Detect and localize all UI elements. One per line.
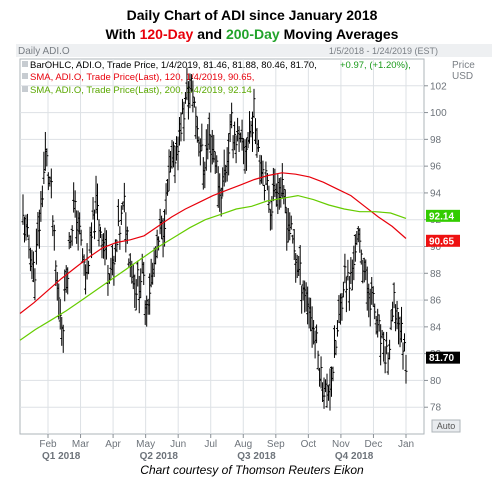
x-month-label: Jun xyxy=(170,439,186,450)
y-tick-label: 90 xyxy=(430,242,442,253)
x-month-label: Mar xyxy=(72,439,90,450)
subtitle-200-day: 200-Day xyxy=(225,26,280,42)
x-quarter-label: Q2 2018 xyxy=(140,451,179,462)
y-tick-label: 98 xyxy=(430,135,442,146)
chart-title: Daily Chart of ADI since January 2018 xyxy=(126,7,378,23)
x-month-label: Oct xyxy=(301,439,317,450)
subtitle-and: and xyxy=(193,26,226,42)
price-chart: Daily ADI.O 1/5/2018 - 1/24/2019 (EST) P… xyxy=(0,44,504,462)
x-month-label: Sep xyxy=(267,439,285,450)
x-month-label: Aug xyxy=(234,439,252,450)
legend-ohlc-change: +0.97, (+1.20%), xyxy=(340,60,411,71)
x-month-label: Nov xyxy=(332,439,350,450)
ohlc-bars xyxy=(21,67,408,411)
y-tick-label: 96 xyxy=(430,162,442,173)
x-month-label: Jan xyxy=(398,439,414,450)
auto-scale-label: Auto xyxy=(437,421,456,431)
x-month-label: May xyxy=(136,439,155,450)
auto-scale-button[interactable] xyxy=(431,419,461,433)
legend-sma-200: SMA, ADI.O, Trade Price(Last), 200, 1/4/… xyxy=(30,85,252,96)
chart-caption: Chart courtesy of Thomson Reuters Eikon xyxy=(140,463,364,477)
price-axis-label: Price xyxy=(452,60,475,71)
moving-average-lines xyxy=(19,172,407,341)
header-strip xyxy=(16,44,492,57)
legend-marker-sma200 xyxy=(22,86,28,92)
y-tick-label: 100 xyxy=(430,108,447,119)
date-range: 1/5/2018 - 1/24/2019 (EST) xyxy=(329,46,438,56)
legend-sma-120: SMA, ADI.O, Trade Price(Last), 120, 1/4/… xyxy=(30,72,254,83)
sma-120-tag-label: 90.65 xyxy=(429,236,454,247)
currency-label: USD xyxy=(452,71,473,82)
y-tick-label: 102 xyxy=(430,81,447,92)
legend: BarOHLC, ADI.O, Trade Price, 1/4/2019, 8… xyxy=(22,60,411,96)
y-tick-label: 86 xyxy=(430,296,442,307)
x-quarter-label: Q1 2018 xyxy=(42,451,81,462)
price-tags: 92.14 90.65 81.70 xyxy=(426,209,460,364)
y-tick-label: 94 xyxy=(430,188,442,199)
y-tick-label: 78 xyxy=(430,403,442,414)
x-month-label: Dec xyxy=(365,439,383,450)
chart-subtitle: With 120-Day and 200-Day Moving Averages xyxy=(0,26,504,42)
last-price-tag xyxy=(426,351,460,364)
sma-200-tag-label: 92.14 xyxy=(429,211,454,222)
panel-label: Daily ADI.O xyxy=(18,46,70,57)
x-month-label: Feb xyxy=(39,439,57,450)
legend-marker-sma120 xyxy=(22,73,28,79)
y-tick-label: 80 xyxy=(430,376,442,387)
sma-120-tag xyxy=(426,234,460,247)
x-quarter-label: Q3 2018 xyxy=(237,451,276,462)
x-month-label: Jul xyxy=(204,439,217,450)
legend-marker-ohlc xyxy=(22,61,28,67)
subtitle-prefix: With xyxy=(105,26,140,42)
grid-lines xyxy=(20,59,424,434)
sma-200-tag xyxy=(426,209,460,222)
legend-ohlc: BarOHLC, ADI.O, Trade Price, 1/4/2019, 8… xyxy=(30,60,317,71)
y-tick-label: 84 xyxy=(430,322,442,333)
subtitle-suffix: Moving Averages xyxy=(279,26,399,42)
subtitle-120-day: 120-Day xyxy=(139,26,194,42)
x-month-label: Apr xyxy=(105,439,121,450)
y-tick-label: 88 xyxy=(430,269,442,280)
sma-120-line xyxy=(19,172,407,314)
sma-200-line xyxy=(19,194,407,341)
x-quarter-label: Q4 2018 xyxy=(335,451,374,462)
x-axis: Feb Mar Apr May Jun Jul Aug Sep Oct Nov Dec Jan Q1 2… xyxy=(39,434,414,462)
last-price-tag-label: 81.70 xyxy=(429,353,454,364)
